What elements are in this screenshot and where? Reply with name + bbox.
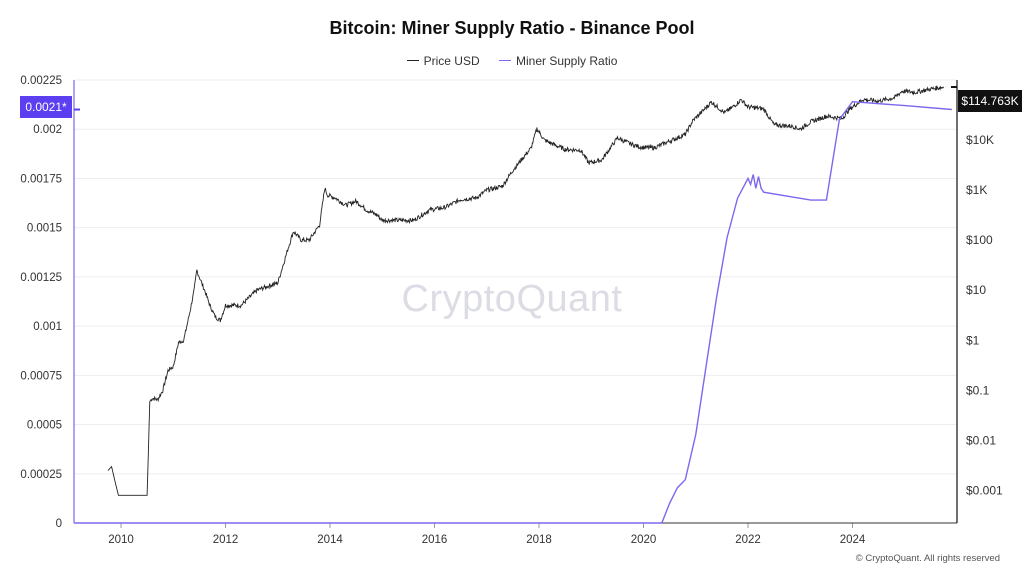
- y-left-tick-label: 0.00175: [20, 173, 62, 185]
- y-right-tick-label: $1K: [966, 183, 987, 197]
- x-tick-label: 2022: [735, 534, 761, 546]
- x-tick-label: 2012: [213, 534, 239, 546]
- axis-layer: 0.00225 0.002 0.00175 0.0015 0.00125 0.001 0.0…: [20, 75, 1003, 546]
- legend: Price USD Miner Supply Ratio: [0, 50, 1024, 68]
- legend-item-ratio[interactable]: Miner Supply Ratio: [498, 53, 618, 68]
- y-right-tick-label: $0.01: [966, 433, 996, 447]
- y-left-tick-label: 0.00125: [20, 272, 62, 284]
- grid-layer: [74, 79, 957, 524]
- y-left-tick-label: 0.00025: [20, 469, 62, 481]
- watermark: CryptoQuant: [401, 278, 623, 320]
- copyright-text: © CryptoQuant. All rights reserved: [855, 553, 1000, 564]
- y-right-tick-label: $1: [966, 333, 980, 347]
- legend-item-price[interactable]: Price USD: [406, 53, 480, 68]
- x-tick-label: 2016: [422, 534, 448, 546]
- legend-label-ratio: Miner Supply Ratio: [515, 53, 618, 68]
- series-price-usd-line: [107, 85, 945, 496]
- y-left-tick-label: 0.00075: [20, 370, 62, 382]
- y-left-tick-label: 0.002: [33, 124, 62, 136]
- y-right-tick-label: $10K: [966, 133, 994, 147]
- y-left-tick-label: 0: [56, 518, 62, 530]
- current-price-badge: $114.763K: [958, 90, 1022, 112]
- y-right-tick-label: $0.001: [966, 483, 1003, 497]
- x-tick-label: 2024: [840, 534, 866, 546]
- y-right-tick-label: $100: [966, 233, 993, 247]
- y-right-tick-label: $10: [966, 283, 986, 297]
- series-layer: [74, 85, 952, 524]
- x-tick-label: 2014: [317, 534, 343, 546]
- y-left-tick-label: 0.0015: [27, 223, 62, 235]
- legend-label-price: Price USD: [423, 53, 480, 68]
- x-tick-label: 2018: [526, 534, 552, 546]
- y-left-tick-label: 0.001: [33, 321, 62, 333]
- legend-swatch-ratio: [498, 60, 511, 61]
- series-miner-supply-ratio-line: [74, 100, 952, 524]
- y-left-tick-label: 0.00225: [20, 75, 62, 87]
- x-tick-label: 2020: [631, 534, 657, 546]
- y-right-tick-label: $0.1: [966, 383, 990, 397]
- legend-swatch-price: [406, 60, 419, 61]
- y-left-tick-label: 0.0005: [27, 420, 62, 432]
- chart-title: Bitcoin: Miner Supply Ratio - Binance Po…: [329, 18, 695, 38]
- x-tick-label: 2010: [108, 534, 134, 546]
- current-ratio-badge: 0.0021*: [20, 96, 72, 118]
